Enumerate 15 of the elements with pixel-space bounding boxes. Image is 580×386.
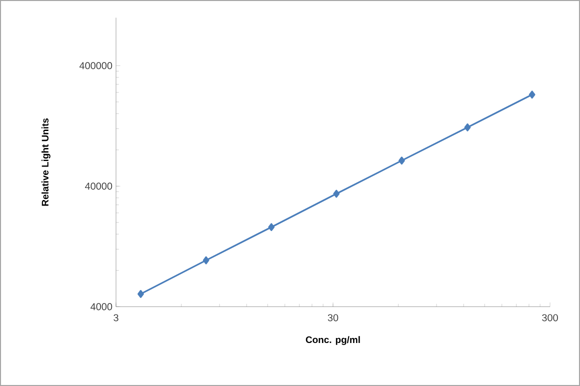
y-axis-title: Relative Light Units	[42, 118, 50, 206]
x-axis-title: Conc. pg/ml	[306, 336, 360, 345]
point	[202, 256, 210, 264]
point	[333, 190, 340, 198]
x-tick-label: 30	[328, 314, 338, 322]
y-tick-label: 40000	[85, 182, 112, 190]
point	[464, 123, 471, 132]
x-tick-label: 3	[114, 314, 118, 322]
point	[398, 156, 405, 165]
y-tick-label: 4000	[90, 303, 112, 310]
point	[528, 90, 536, 99]
point	[138, 290, 144, 298]
y-tick-label: 400000	[79, 62, 112, 70]
point	[268, 223, 275, 232]
x-tick-label: 300	[542, 314, 558, 322]
